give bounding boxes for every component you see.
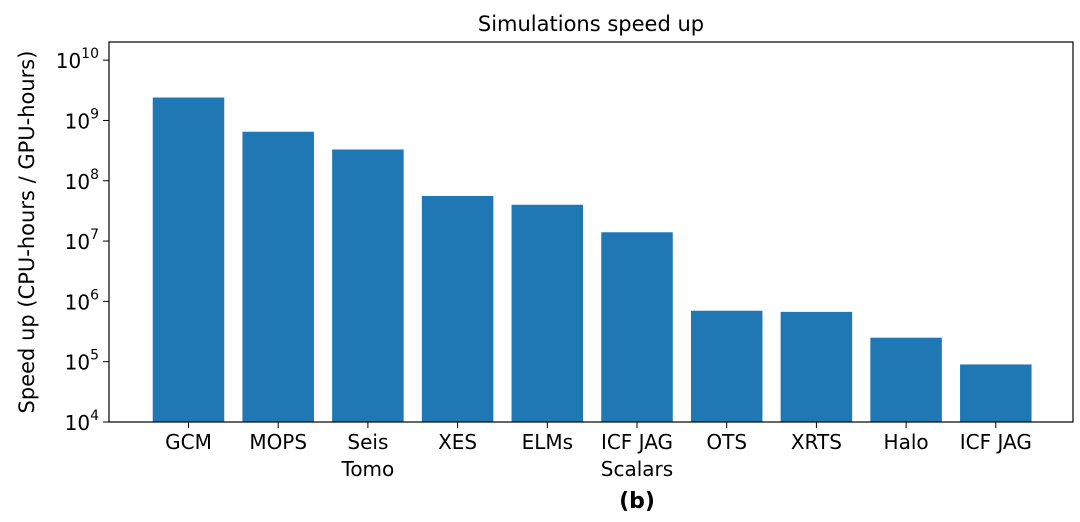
x-tick-label: XRTS bbox=[791, 430, 842, 454]
bars-group bbox=[152, 97, 1032, 422]
x-tick-label: Seis bbox=[347, 430, 388, 454]
y-tick-label: 108 bbox=[65, 167, 99, 194]
x-tick-label: ICF JAG bbox=[601, 430, 673, 454]
bar bbox=[870, 337, 942, 422]
plot-frame bbox=[108, 41, 1074, 423]
y-axis-ticks: 104 105 106 107 108 109 1010 bbox=[56, 46, 109, 435]
figure-caption: (b) bbox=[619, 489, 655, 514]
bar bbox=[511, 204, 584, 422]
x-tick-label: ELMs bbox=[522, 430, 573, 454]
x-tick-label: GCM bbox=[165, 430, 212, 454]
x-tick-label: MOPS bbox=[249, 430, 307, 454]
bar bbox=[960, 364, 1032, 422]
x-tick-label: Tomo bbox=[341, 457, 395, 481]
y-tick-label: 106 bbox=[65, 287, 99, 314]
bar bbox=[601, 232, 673, 422]
x-tick-label: XES bbox=[438, 430, 477, 454]
bar bbox=[780, 311, 853, 422]
x-tick-label: Halo bbox=[884, 430, 929, 454]
x-tick-label: ICF JAG bbox=[960, 430, 1032, 454]
chart-title: Simulations speed up bbox=[478, 12, 704, 36]
bar bbox=[152, 97, 225, 422]
y-axis-label: Speed up (CPU-hours / GPU-hours) bbox=[15, 51, 39, 414]
y-tick-label: 109 bbox=[65, 106, 99, 133]
bar bbox=[332, 149, 404, 422]
y-tick-label: 1010 bbox=[56, 46, 99, 73]
bar bbox=[690, 310, 763, 422]
bar bbox=[421, 195, 494, 422]
y-tick-label: 104 bbox=[65, 408, 99, 435]
y-tick-label: 107 bbox=[65, 227, 99, 254]
bar bbox=[242, 131, 314, 422]
y-tick-label: 105 bbox=[65, 348, 99, 375]
x-tick-label: Scalars bbox=[601, 457, 673, 481]
x-axis-ticks: GCM MOPS Seis Tomo XES ELMs ICF JAG Scalars OTS X… bbox=[165, 422, 1032, 481]
x-tick-label: OTS bbox=[706, 430, 747, 454]
